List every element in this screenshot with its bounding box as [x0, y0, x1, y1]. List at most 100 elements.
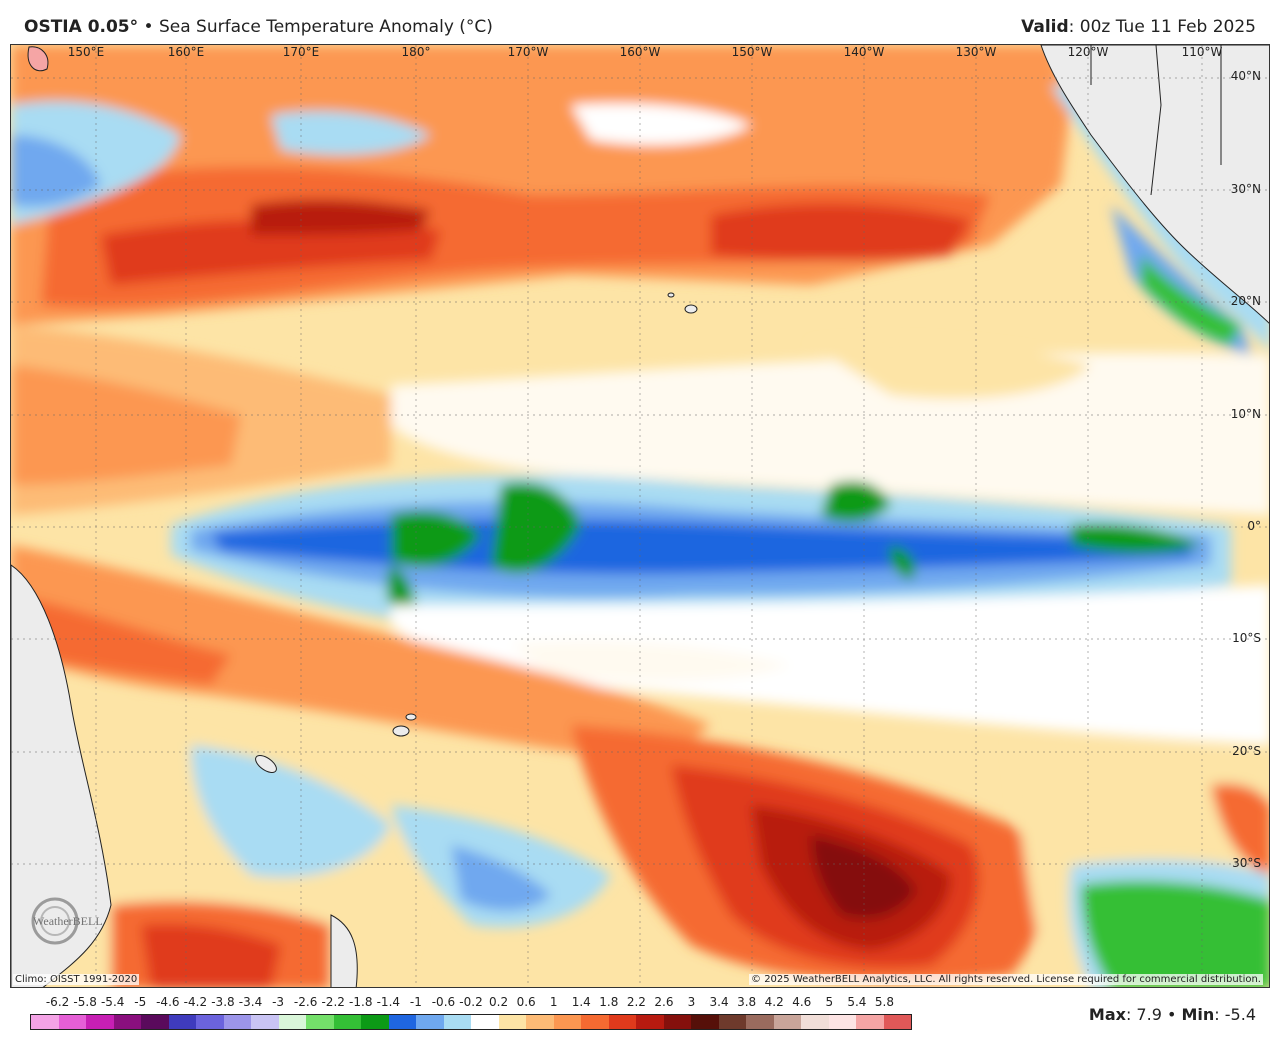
colorbar-swatch — [718, 1015, 746, 1029]
lat-label-0: 0° — [1247, 519, 1261, 533]
valid-time: Valid: 00z Tue 11 Feb 2025 — [1021, 17, 1256, 37]
colorbar-swatch — [251, 1015, 279, 1029]
color-legend: -6.2 -5.8 -5.4 -5 -4.6 -4.2 -3.8 -3.4 -3 -2.6 -2.2… — [0, 990, 1280, 1051]
lon-label-170w: 170°W — [507, 45, 549, 59]
legend-tick-label: 2.2 — [626, 995, 646, 1009]
legend-tick-label: -5 — [134, 995, 147, 1009]
legend-tick-label: -4.2 — [183, 995, 208, 1009]
legend-tick-label: 1.4 — [571, 995, 591, 1009]
product-name: Sea Surface Temperature Anomaly (°C) — [158, 17, 493, 37]
colorbar-swatch — [58, 1015, 86, 1029]
colorbar-swatch — [141, 1015, 169, 1029]
legend-tick-label: -1 — [409, 995, 422, 1009]
legend-tick-label: -1.8 — [349, 995, 373, 1009]
colorbar-swatch — [608, 1015, 636, 1029]
legend-tick-label: 5 — [825, 995, 834, 1009]
lon-label-160e: 160°E — [167, 45, 205, 59]
map-title: OSTIA 0.05° • Sea Surface Temperature An… — [24, 17, 493, 37]
min-value: : -5.4 — [1214, 1005, 1256, 1024]
graticule — [11, 45, 1269, 987]
max-min-stats: Max: 7.9 • Min: -5.4 — [1089, 1005, 1256, 1024]
legend-tick-label: -3.4 — [238, 995, 263, 1009]
colorbar-swatch — [196, 1015, 224, 1029]
sst-anomaly-map: 150°E 160°E 170°E 180° 170°W 160°W 150°W… — [10, 44, 1270, 988]
lon-label-140w: 140°W — [843, 45, 885, 59]
copyright-note: © 2025 WeatherBELL Analytics, LLC. All r… — [749, 974, 1263, 985]
colorbar-swatch — [856, 1015, 884, 1029]
colorbar-swatch — [801, 1015, 829, 1029]
lon-label-130w: 130°W — [955, 45, 997, 59]
legend-tick-label: -5.8 — [73, 995, 97, 1009]
colorbar — [30, 1014, 912, 1030]
map-canvas — [11, 45, 1269, 987]
colorbar-swatch — [168, 1015, 196, 1029]
colorbar-swatch — [581, 1015, 609, 1029]
lat-label-30s: 30°S — [1232, 856, 1261, 870]
legend-tick-label: -2.2 — [321, 995, 345, 1009]
climo-note: Climo: OISST 1991-2020 — [13, 974, 140, 985]
colorbar-swatch — [443, 1015, 471, 1029]
colorbar-swatch — [498, 1015, 526, 1029]
legend-tick-label: -3.8 — [211, 995, 235, 1009]
legend-tick-label: 4.2 — [764, 995, 784, 1009]
legend-tick-label: -3 — [272, 995, 285, 1009]
colorbar-swatch — [388, 1015, 416, 1029]
legend-tick-label: -1.4 — [376, 995, 401, 1009]
legend-tick-label: 4.6 — [792, 995, 812, 1009]
lat-label-10s: 10°S — [1232, 631, 1261, 645]
colorbar-swatch — [471, 1015, 499, 1029]
legend-tick-label: 1.8 — [599, 995, 619, 1009]
weatherbell-logo: WeatherBELL — [31, 897, 103, 945]
colorbar-swatch — [361, 1015, 389, 1029]
anomaly-field — [11, 45, 1269, 987]
legend-ticks: -6.2 -5.8 -5.4 -5 -4.6 -4.2 -3.8 -3.4 -3 -2.6 -2.2… — [0, 995, 1280, 1011]
colorbar-swatch — [828, 1015, 856, 1029]
lat-label-30n: 30°N — [1230, 182, 1261, 196]
max-value: : 7.9 — [1125, 1005, 1162, 1024]
colorbar-swatch — [31, 1015, 59, 1029]
legend-tick-label: -5.4 — [100, 995, 125, 1009]
colorbar-swatch — [113, 1015, 141, 1029]
legend-tick-label: 3.4 — [709, 995, 729, 1009]
legend-tick-label: -0.6 — [431, 995, 456, 1009]
legend-tick-label: 0.2 — [489, 995, 509, 1009]
min-label: Min — [1181, 1005, 1215, 1024]
colorbar-swatch — [416, 1015, 444, 1029]
legend-tick-label: 3 — [687, 995, 696, 1009]
colorbar-swatch — [223, 1015, 251, 1029]
lat-label-20s: 20°S — [1232, 744, 1261, 758]
lat-label-10n: 10°N — [1230, 407, 1261, 421]
legend-tick-label: -2.6 — [293, 995, 318, 1009]
colorbar-swatch — [526, 1015, 554, 1029]
colorbar-swatch — [691, 1015, 719, 1029]
legend-tick-label: 3.8 — [737, 995, 757, 1009]
lon-label-160w: 160°W — [619, 45, 661, 59]
lat-label-40n: 40°N — [1230, 69, 1261, 83]
lat-label-20n: 20°N — [1230, 294, 1261, 308]
legend-tick-label: -4.6 — [156, 995, 180, 1009]
legend-tick-label: 2.6 — [654, 995, 674, 1009]
stats-separator: • — [1166, 1005, 1177, 1024]
valid-value: : 00z Tue 11 Feb 2025 — [1068, 17, 1256, 37]
lon-label-180: 180° — [401, 45, 431, 59]
title-separator: • — [143, 17, 154, 37]
colorbar-swatch — [306, 1015, 334, 1029]
colorbar-swatch — [278, 1015, 306, 1029]
colorbar-swatch — [663, 1015, 691, 1029]
lon-label-150w: 150°W — [731, 45, 773, 59]
legend-tick-label: 5.8 — [874, 995, 894, 1009]
colorbar-swatch — [86, 1015, 114, 1029]
valid-label: Valid — [1021, 17, 1069, 37]
logo-text: WeatherBELL — [33, 914, 103, 928]
max-label: Max — [1088, 1005, 1126, 1024]
legend-tick-label: 5.4 — [847, 995, 867, 1009]
lon-label-120w: 120°W — [1067, 45, 1109, 59]
legend-tick-label: 0.6 — [516, 995, 536, 1009]
colorbar-swatch — [333, 1015, 361, 1029]
colorbar-swatch — [553, 1015, 581, 1029]
colorbar-swatch — [746, 1015, 774, 1029]
colorbar-swatch — [636, 1015, 664, 1029]
colorbar-swatch — [883, 1015, 911, 1029]
colorbar-swatch — [773, 1015, 801, 1029]
lon-label-150e: 150°E — [67, 45, 105, 59]
